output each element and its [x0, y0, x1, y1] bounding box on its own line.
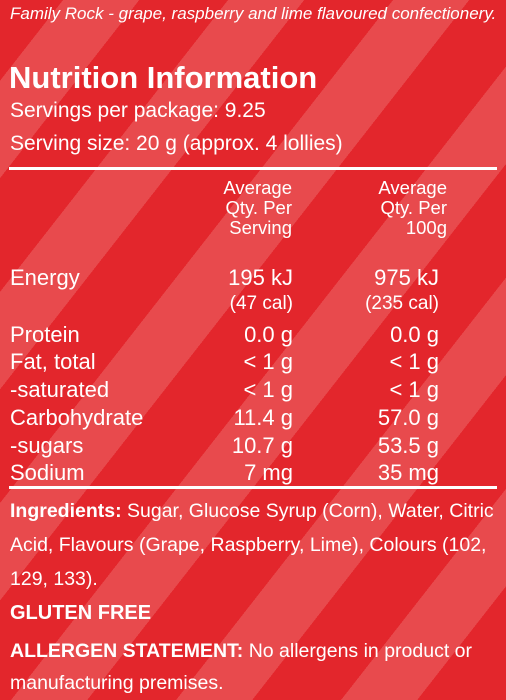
column-header-per-100g: Average Qty. Per 100g [337, 178, 447, 238]
header-line: Qty. Per [380, 197, 447, 218]
header-line: Serving [229, 217, 292, 238]
header-line: Qty. Per [225, 197, 292, 218]
allergen-statement: ALLERGEN STATEMENT: No allergens in prod… [10, 635, 504, 699]
nutrient-row-saturated: -saturated < 1 g < 1 g [10, 376, 500, 404]
per-serving-calories: (47 cal) [229, 293, 293, 314]
per-100g-value: 53.5 g [377, 433, 439, 458]
product-description: Family Rock - grape, raspberry and lime … [10, 4, 497, 23]
nutrient-row-sugars: -sugars 10.7 g 53.5 g [10, 432, 500, 460]
per-serving-value: < 1 g [243, 377, 293, 402]
per-serving-value: 7 mg [244, 460, 293, 485]
allergen-label: ALLERGEN STATEMENT: [10, 640, 244, 662]
energy-row: Energy 195 kJ 975 kJ [10, 264, 500, 292]
nutrient-row-protein: Protein 0.0 g 0.0 g [10, 321, 500, 349]
ingredients-statement: Ingredients: Sugar, Glucose Syrup (Corn)… [10, 494, 504, 596]
serving-size: Serving size: 20 g (approx. 4 lollies) [10, 132, 343, 155]
ingredients-text: Sugar, Glucose Syrup (Corn), Water, Citr… [10, 500, 494, 590]
allergen-text: No allergens in product or manufacturing… [10, 640, 472, 694]
gluten-free-claim: GLUTEN FREE [10, 602, 152, 624]
per-100g-value: 57.0 g [377, 405, 439, 430]
table-bottom-divider [9, 486, 497, 489]
header-line: 100g [405, 217, 447, 238]
nutrient-label: Fat, total [10, 349, 96, 374]
nutrient-row-fat-total: Fat, total < 1 g < 1 g [10, 348, 500, 376]
per-100g-calories: (235 cal) [365, 293, 439, 314]
per-serving-value: < 1 g [243, 349, 293, 374]
per-100g-value: 0.0 g [390, 322, 439, 347]
nutrient-label: Sodium [10, 460, 85, 485]
nutrient-row-carbohydrate: Carbohydrate 11.4 g 57.0 g [10, 404, 500, 432]
nutrient-label: -sugars [10, 433, 84, 458]
column-header-per-serving: Average Qty. Per Serving [182, 178, 292, 238]
per-100g-value: < 1 g [389, 377, 439, 402]
servings-per-package: Servings per package: 9.25 [10, 99, 266, 122]
table-top-divider [9, 167, 497, 170]
panel-title: Nutrition Information [9, 60, 318, 95]
nutrient-label: Protein [10, 322, 80, 347]
header-line: Average [223, 177, 292, 198]
nutrient-label: Carbohydrate [10, 405, 144, 430]
energy-calories-row: (47 cal) (235 cal) [10, 290, 500, 318]
nutrient-label: Energy [10, 265, 80, 290]
nutrient-label: -saturated [10, 377, 110, 402]
ingredients-label: Ingredients: [10, 500, 122, 522]
per-100g-value: 35 mg [377, 460, 439, 485]
nutrient-row-sodium: Sodium 7 mg 35 mg [10, 459, 500, 487]
per-serving-value: 195 kJ [228, 265, 293, 290]
per-serving-value: 0.0 g [244, 322, 293, 347]
per-100g-value: < 1 g [389, 349, 439, 374]
per-100g-value: 975 kJ [374, 265, 439, 290]
per-serving-value: 11.4 g [233, 405, 293, 430]
header-line: Average [378, 177, 447, 198]
per-serving-value: 10.7 g [231, 433, 293, 458]
